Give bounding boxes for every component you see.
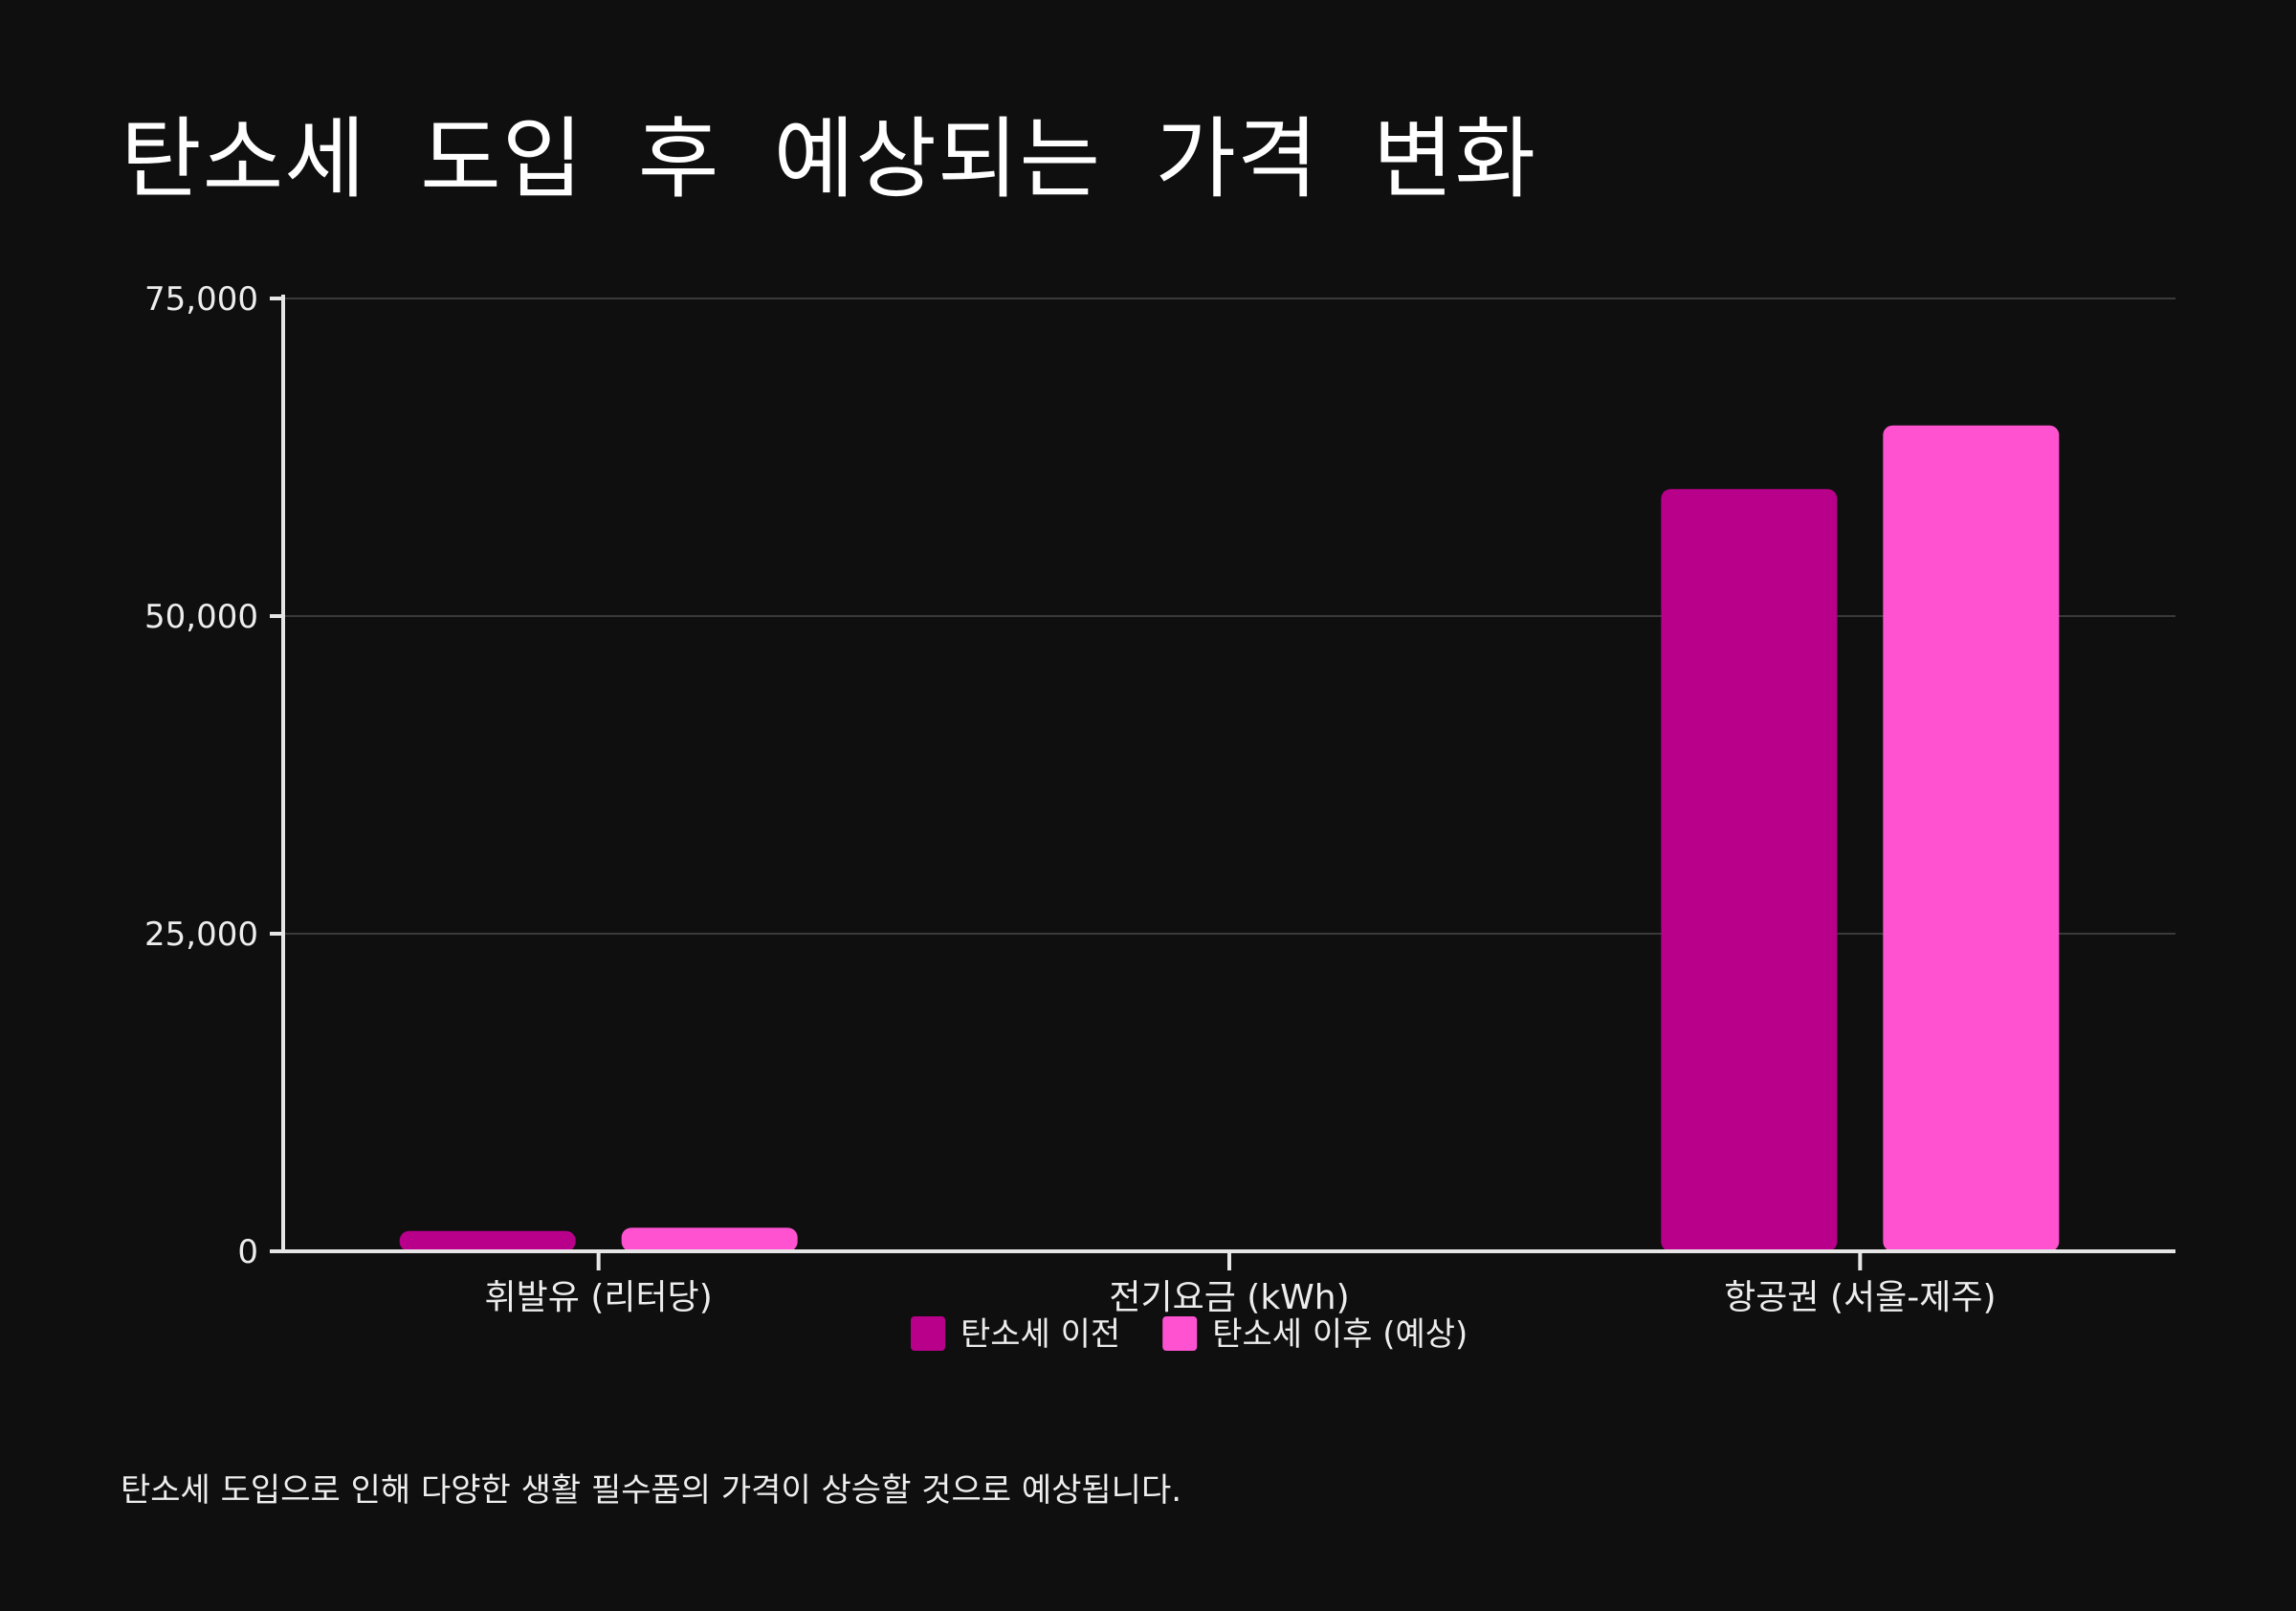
legend[interactable]: 탄소세 이전 탄소세 이후 (예상) (911, 1315, 1468, 1354)
y-tick-labels: 0 25,000 50,000 75,000 (144, 280, 258, 1271)
chart-title: 탄소세 도입 후 예상되는 가격 변화 (121, 108, 1537, 210)
legend-label-after[interactable]: 탄소세 이후 (예상) (1212, 1315, 1468, 1354)
bars (399, 425, 2060, 1251)
y-tick-label: 0 (237, 1233, 258, 1271)
x-tick-labels: 휘발유 (리터당) 전기요금 (kWh) 항공권 (서울-제주) (485, 1278, 1997, 1317)
y-tick-label: 25,000 (144, 916, 258, 954)
grid-lines (283, 298, 2175, 935)
footnote: 탄소세 도입으로 인해 다양한 생활 필수품의 가격이 상승할 것으로 예상됩니… (121, 1471, 1182, 1510)
axes (270, 295, 2175, 1270)
legend-swatch-after[interactable] (1162, 1316, 1198, 1351)
bar-before-0[interactable] (399, 1230, 576, 1251)
legend-swatch-before[interactable] (911, 1316, 945, 1351)
bar-after-2[interactable] (1883, 425, 2060, 1251)
bar-after-0[interactable] (621, 1227, 798, 1251)
bar-before-2[interactable] (1661, 489, 1838, 1251)
y-tick-label: 75,000 (144, 280, 258, 319)
legend-label-before[interactable]: 탄소세 이전 (960, 1315, 1120, 1354)
x-tick-label: 전기요금 (kWh) (1109, 1278, 1349, 1317)
x-tick-label: 휘발유 (리터당) (485, 1278, 713, 1317)
x-tick-label: 항공권 (서울-제주) (1724, 1278, 1996, 1317)
y-tick-label: 50,000 (144, 598, 258, 636)
